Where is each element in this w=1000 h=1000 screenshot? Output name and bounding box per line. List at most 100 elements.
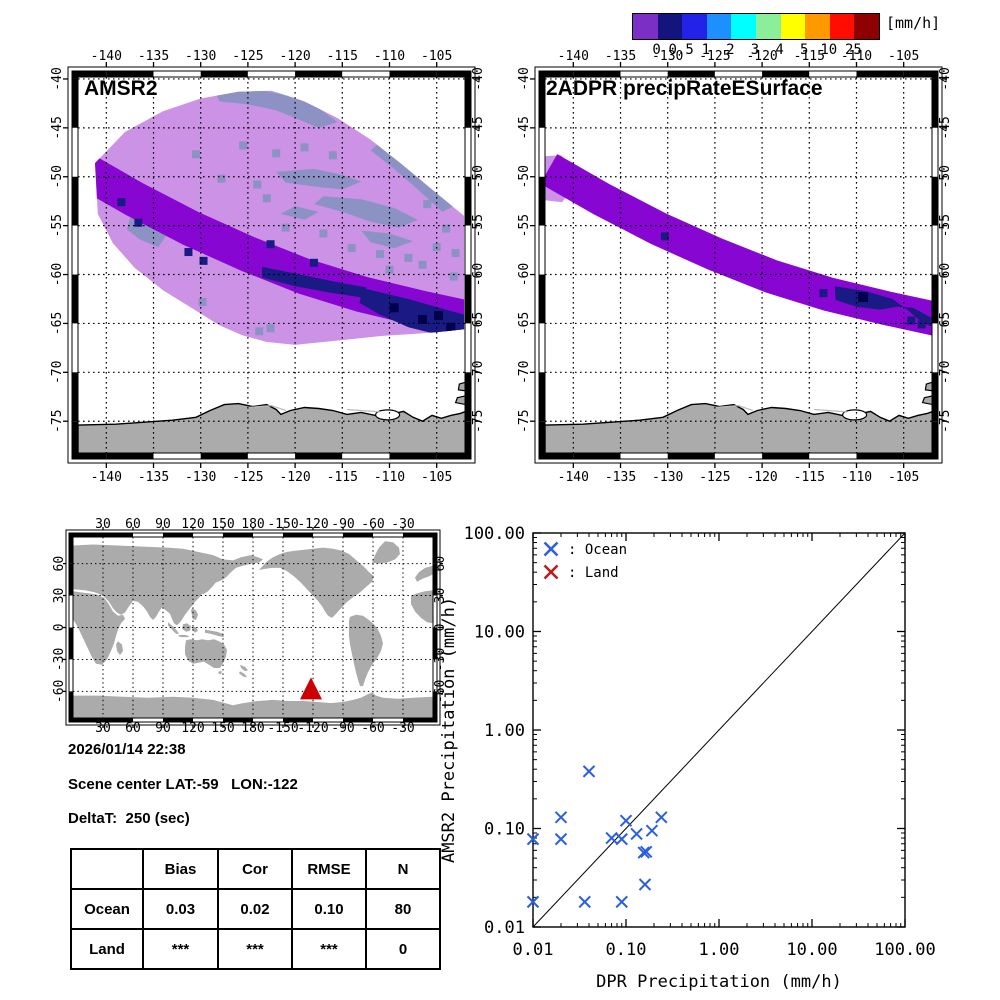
continent	[116, 641, 123, 656]
frame-segment	[465, 421, 471, 453]
frame-outer-line	[67, 66, 476, 464]
frame-segment	[373, 718, 403, 722]
frame-segment	[667, 71, 715, 77]
navy-pixel	[117, 198, 126, 207]
delta-t: DeltaT: 250 (sec)	[68, 810, 190, 827]
lat-tick-label: -70	[50, 361, 65, 384]
frame-segment	[809, 453, 857, 459]
lon-tick-label: 120	[181, 721, 204, 736]
header-cor: Cor	[217, 848, 293, 890]
frame-segment	[295, 71, 343, 77]
plot-box	[77, 76, 466, 454]
lon-tick-label: 60	[125, 721, 141, 736]
data-point-x	[582, 765, 596, 778]
data-point-x	[615, 895, 628, 909]
gray-patch	[214, 90, 338, 128]
map-data-layer	[545, 77, 932, 453]
gray-pixel	[451, 249, 460, 258]
colorbar-segment	[805, 14, 830, 39]
lon-tick-label: -125	[232, 470, 263, 485]
frame-segment	[78, 71, 107, 77]
frame-segment	[343, 533, 373, 537]
frame-segment	[72, 323, 78, 373]
gray-pixel	[449, 272, 458, 281]
frame-corner	[539, 453, 545, 459]
land-rmse: ***	[291, 928, 367, 970]
frame-segment	[193, 718, 223, 722]
lat-tick-label: 30	[52, 588, 67, 604]
header-bias: Bias	[142, 848, 219, 890]
row-label-ocean: Ocean	[70, 888, 144, 930]
lon-tick-label: 30	[95, 721, 111, 736]
island	[924, 381, 932, 392]
lat-tick-label: -40	[471, 67, 486, 90]
lat-tick-label: -65	[471, 312, 486, 335]
ocean-cor: 0.02	[217, 888, 293, 930]
colorbar-tick-label: 4	[775, 42, 784, 58]
continent	[182, 623, 191, 632]
lon-tick-label: -130	[652, 49, 683, 64]
lon-tick-label: -150	[267, 517, 298, 532]
navy-pixel	[134, 218, 143, 227]
gray-pixel	[281, 223, 290, 232]
lon-tick-label: -140	[91, 470, 122, 485]
data-point-x	[543, 564, 559, 580]
colorbar-segment	[682, 14, 707, 39]
data-point-x	[615, 832, 628, 846]
gray-pixel	[319, 229, 328, 238]
scene-datetime: 2026/01/14 22:38	[68, 741, 186, 758]
lat-tick-label: -40	[50, 67, 65, 90]
lon-tick-label: 150	[211, 721, 234, 736]
lon-tick-label: -140	[558, 470, 589, 485]
lon-tick-label: 30	[95, 517, 111, 532]
frame-segment	[389, 453, 437, 459]
lon-tick-label: 90	[155, 517, 171, 532]
lat-tick-label: -75	[50, 409, 65, 432]
lon-tick-label: -105	[421, 49, 452, 64]
lon-tick-label: -110	[374, 470, 405, 485]
frame-segment	[433, 537, 437, 564]
colorbar-segment	[829, 14, 855, 39]
x-tick-label: 10.00	[786, 940, 837, 960]
dark-navy-pixel	[446, 322, 456, 332]
frame-segment	[373, 533, 403, 537]
frame-segment	[539, 78, 545, 128]
continent	[240, 664, 248, 672]
legend-marker	[543, 564, 559, 580]
world-locator-map: 303060609090120120150150180180-150-150-1…	[52, 517, 448, 736]
colorbar-tick-label: 3	[750, 42, 760, 58]
continent	[185, 639, 227, 668]
frame-segment	[73, 718, 103, 722]
data-point-x	[619, 814, 633, 827]
frame-segment	[69, 537, 73, 564]
frame-segment	[539, 274, 545, 324]
lon-tick-label: -125	[232, 49, 263, 64]
lat-tick-label: -40	[517, 67, 532, 90]
frame-segment	[903, 453, 932, 459]
frame-segment	[433, 691, 437, 718]
frame-segment	[539, 421, 545, 453]
frame-segment	[163, 718, 193, 722]
continent	[73, 591, 125, 665]
legend-label: : Ocean	[568, 542, 627, 558]
lon-tick-label: -60	[361, 517, 384, 532]
frame-segment	[72, 225, 78, 275]
frame-corner	[932, 453, 938, 459]
continent	[191, 608, 198, 620]
gray-pixel	[191, 150, 200, 159]
gray-pixel	[300, 143, 309, 152]
frame-segment	[72, 421, 78, 453]
frame-segment	[389, 71, 437, 77]
lat-tick-label: 60	[52, 556, 67, 572]
lon-tick-label: 180	[241, 517, 264, 532]
frame-segment	[72, 127, 78, 177]
colorbar-segment	[706, 14, 732, 39]
gray-pixel	[418, 260, 427, 269]
land-n: 0	[365, 928, 441, 970]
antarctica-land	[545, 402, 932, 453]
frame-segment	[539, 372, 545, 422]
data-point-x	[543, 541, 559, 557]
frame-segment	[200, 71, 248, 77]
data-point-x	[554, 832, 568, 846]
navy-pixel	[907, 316, 916, 325]
